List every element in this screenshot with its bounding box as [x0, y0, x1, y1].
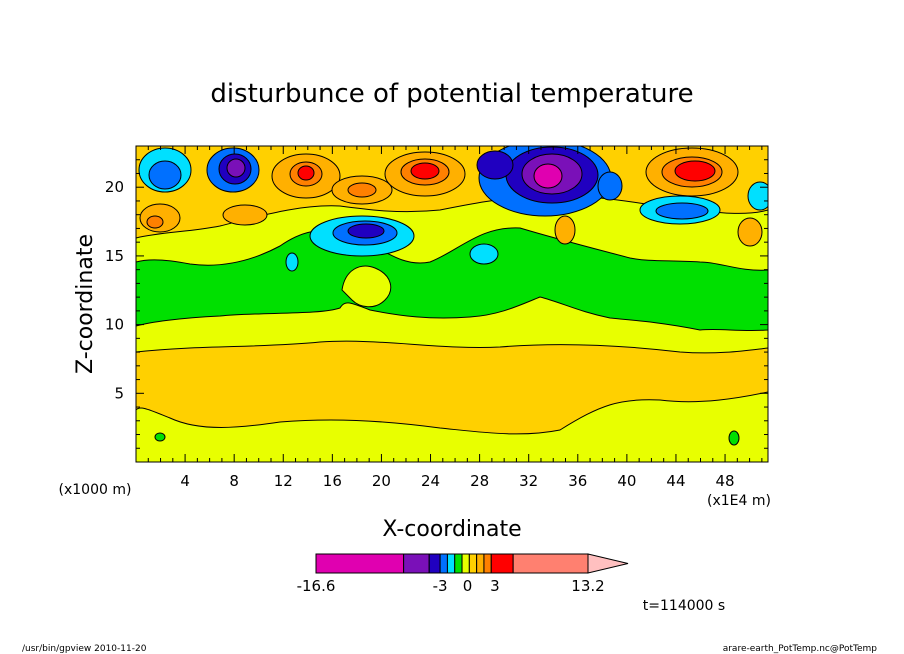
- contour-band-yellow-bump: [341, 265, 392, 308]
- colorbar-arrow: [587, 553, 629, 574]
- colorbar-segment: [476, 553, 485, 574]
- x-axis-title: X-coordinate: [382, 517, 521, 542]
- colorbar-segment: [490, 553, 514, 574]
- y-axis-title: Z-coordinate: [73, 234, 98, 374]
- y-tick-label: 10: [105, 316, 124, 334]
- contour-blob-green: [728, 430, 740, 446]
- x-tick-label: 4: [180, 472, 190, 490]
- colorbar-segment: [468, 553, 478, 574]
- contour-coldspot: [469, 243, 499, 265]
- contour-coldspot: [148, 160, 182, 190]
- contour-coldspot: [476, 150, 514, 180]
- contour-hotspot: [674, 160, 716, 182]
- y-unit-label: (x1000 m): [59, 482, 132, 498]
- contour-hotspot: [410, 162, 440, 180]
- colorbar-segment: [403, 553, 430, 574]
- colorbar-label: 0: [463, 577, 473, 595]
- x-tick-label: 48: [716, 472, 735, 490]
- colorbar-segment: [454, 553, 463, 574]
- colorbar-segment: [428, 553, 441, 574]
- contour-band-orange-low: [136, 340, 768, 435]
- colorbar-segment: [461, 553, 470, 574]
- y-tick-label: 15: [105, 247, 124, 265]
- x-tick-label: 44: [666, 472, 685, 490]
- x-tick-label: 28: [470, 472, 489, 490]
- chart-title: disturbunce of potential temperature: [210, 79, 693, 109]
- x-tick-label: 8: [229, 472, 239, 490]
- contour-hotspot: [737, 217, 763, 247]
- colorbar-segment: [315, 553, 405, 574]
- contour-hotspot: [554, 215, 576, 245]
- x-unit-label: (x1E4 m): [707, 493, 771, 509]
- x-tick-label: 20: [372, 472, 391, 490]
- colorbar-labels: -16.6 -3 0 3 13.2: [297, 577, 605, 595]
- x-tick-label: 32: [519, 472, 538, 490]
- colorbar-segment: [446, 553, 456, 574]
- contour-coldspot: [226, 158, 246, 178]
- time-annotation: t=114000 s: [643, 598, 725, 614]
- x-tick-label: 40: [617, 472, 636, 490]
- contour-coldspot: [747, 181, 768, 211]
- plot-frame: [135, 145, 769, 463]
- contour-coldspot: [597, 171, 623, 201]
- colorbar-label: 13.2: [571, 577, 604, 595]
- x-tick-label: 12: [274, 472, 293, 490]
- colorbar-segment: [483, 553, 492, 574]
- contour-coldspot: [347, 223, 385, 239]
- footer-right: arare-earth_PotTemp.nc@PotTemp: [723, 644, 878, 654]
- y-tick-label: 20: [105, 178, 124, 196]
- contour-hotspot: [222, 204, 268, 226]
- contour-hotspot: [297, 165, 315, 181]
- contour-coldspot: [655, 202, 709, 220]
- colorbar: [315, 553, 629, 574]
- contour-field: [136, 146, 768, 462]
- x-axis: 4 8 12 16 20 24 28 32 36 40 44 48: [147, 146, 763, 490]
- colorbar-segment: [512, 553, 589, 574]
- colorbar-label: 3: [490, 577, 500, 595]
- x-tick-label: 36: [568, 472, 587, 490]
- contour-coldspot: [533, 163, 563, 189]
- colorbar-label: -3: [433, 577, 448, 595]
- contour-hotspot: [347, 182, 377, 198]
- contour-hotspot: [146, 215, 164, 229]
- contour-coldspot: [285, 252, 299, 272]
- footer-left: /usr/bin/gpview 2010-11-20: [22, 644, 147, 654]
- colorbar-label: -16.6: [297, 577, 336, 595]
- colorbar-segment: [439, 553, 448, 574]
- y-axis: 5 10 15 20: [105, 159, 768, 449]
- contour-blob-green: [154, 432, 166, 442]
- y-tick-label: 5: [114, 384, 124, 402]
- x-tick-label: 24: [421, 472, 440, 490]
- x-tick-label: 16: [323, 472, 342, 490]
